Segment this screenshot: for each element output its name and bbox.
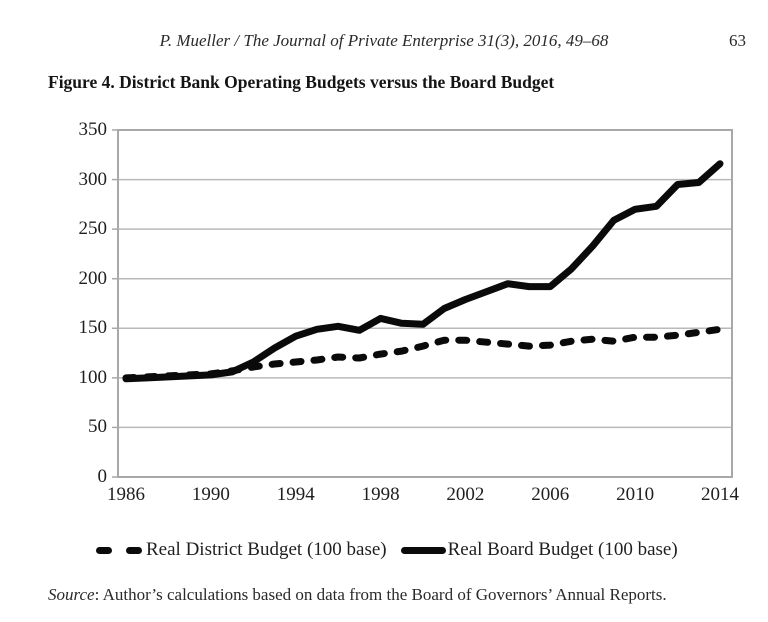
board-budget-line (122, 160, 724, 383)
legend-label-district: Real District Budget (100 base) (146, 539, 387, 560)
legend-label-board: Real Board Budget (100 base) (447, 539, 678, 560)
y-tick-label: 0 (97, 466, 108, 487)
x-tick-label: 1990 (191, 484, 230, 505)
y-tick-label: 350 (78, 119, 108, 140)
x-tick-label: 2002 (446, 484, 485, 505)
x-tick-label: 2014 (701, 484, 739, 505)
y-tick-label: 300 (78, 168, 108, 190)
source-note: Source: Author’s calculations based on d… (48, 585, 748, 605)
page-number: 63 (729, 31, 746, 50)
y-tick-label: 50 (88, 416, 107, 438)
plot-border (117, 129, 733, 478)
y-tick-label: 150 (78, 317, 108, 339)
y-axis-tick-labels: 0 50 100 150 200 250 300 350 (55, 0, 108, 622)
y-tick-label: 250 (78, 218, 108, 240)
source-note-label: Source (48, 585, 95, 604)
district-dashed-line-marker (96, 546, 142, 554)
chart-legend: Real District Budget (100 base) Real Boa… (96, 539, 678, 561)
plot-canvas (112, 129, 733, 478)
figure-title: Figure 4. District Bank Operating Budget… (48, 72, 555, 92)
x-tick-label: 1986 (107, 484, 145, 505)
y-tick-label: 200 (78, 267, 108, 289)
board-solid-line-marker (400, 546, 446, 554)
running-head-citation: P. Mueller / The Journal of Private Ente… (159, 31, 609, 50)
x-tick-label: 1998 (361, 484, 400, 505)
y-tick-label: 100 (78, 366, 108, 388)
district-budget-line (122, 325, 724, 382)
x-tick-label: 2006 (531, 484, 570, 505)
x-tick-label: 1994 (276, 484, 315, 505)
x-tick-label: 2010 (616, 484, 655, 505)
source-note-text: : Author’s calculations based on data fr… (94, 585, 667, 604)
